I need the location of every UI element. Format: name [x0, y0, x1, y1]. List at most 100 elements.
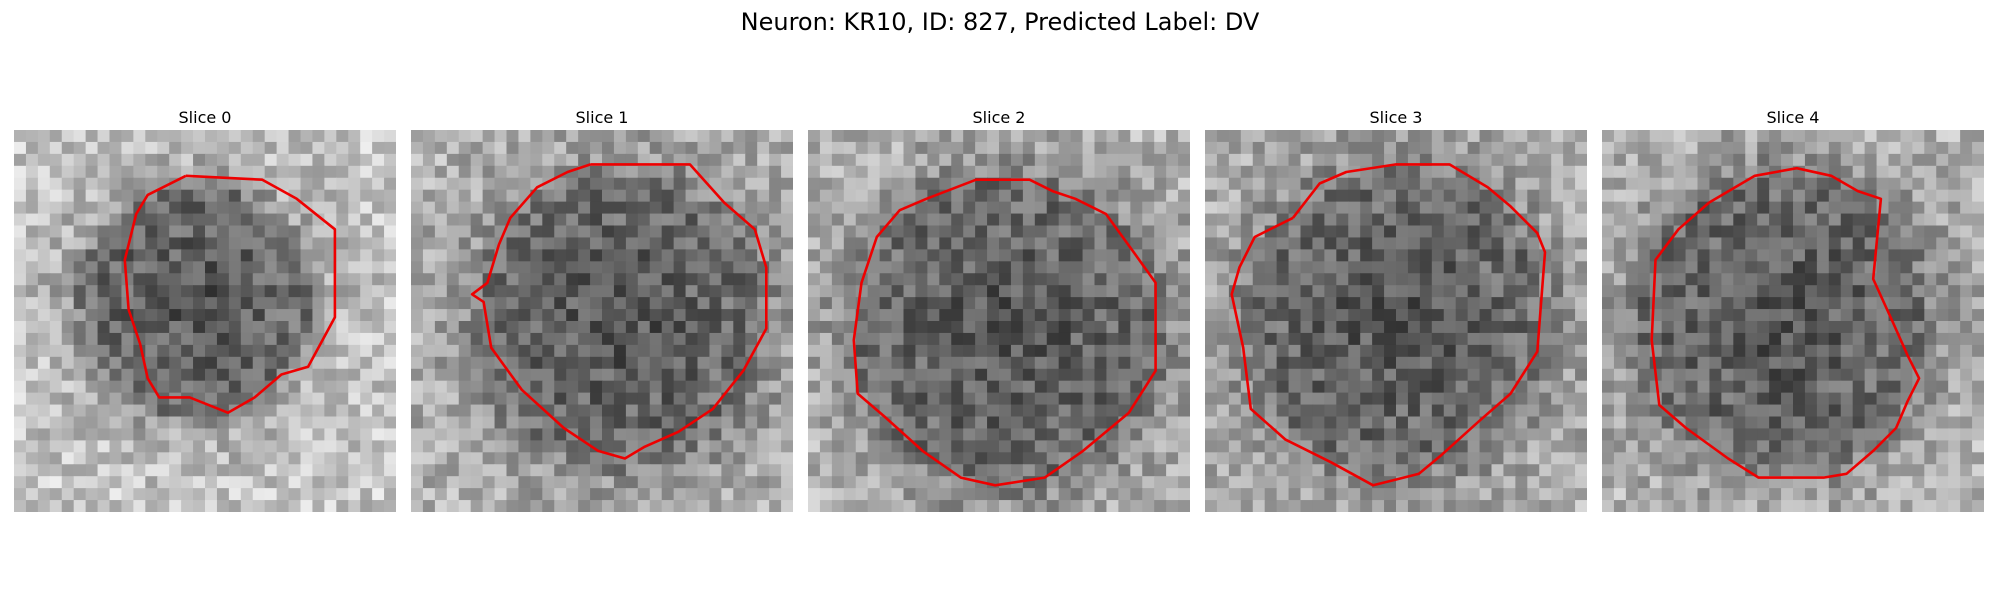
pixel: [951, 488, 964, 501]
pixel: [85, 165, 99, 179]
pixel: [963, 165, 976, 179]
pixel: [1166, 237, 1179, 250]
pixel: [1602, 297, 1615, 310]
pixel: [482, 404, 496, 418]
pixel: [73, 153, 87, 167]
pixel: [1960, 201, 1973, 215]
pixel: [1130, 177, 1143, 191]
pixel: [61, 130, 75, 143]
pixel: [384, 476, 396, 489]
pixel: [240, 416, 254, 430]
pixel: [831, 213, 845, 227]
pixel: [157, 428, 170, 441]
pixel: [1178, 297, 1190, 310]
pixel: [1178, 201, 1190, 215]
pixel: [939, 237, 952, 250]
pixel: [1396, 189, 1409, 203]
pixel: [808, 321, 821, 334]
pixel: [1467, 332, 1481, 346]
pixel: [1637, 309, 1651, 322]
pixel: [951, 189, 964, 203]
pixel: [1252, 488, 1266, 501]
pixel: [1960, 297, 1973, 310]
pixel: [109, 285, 123, 298]
pixel: [1649, 440, 1663, 453]
pixel: [542, 368, 555, 382]
pixel: [1781, 237, 1794, 250]
pixel: [1118, 380, 1131, 394]
pixel: [757, 225, 770, 239]
pixel: [1082, 130, 1096, 143]
pixel: [831, 488, 845, 501]
pixel: [422, 153, 436, 167]
pixel: [697, 464, 711, 477]
pixel: [1804, 297, 1818, 310]
pixel: [602, 356, 615, 370]
pixel: [891, 285, 905, 298]
pixel: [927, 464, 940, 477]
pixel: [1491, 261, 1505, 274]
pixel: [1936, 321, 1949, 334]
pixel: [1563, 285, 1576, 298]
pixel: [1685, 213, 1699, 227]
pixel: [1575, 464, 1587, 477]
pixel: [590, 488, 603, 501]
pixel: [1022, 153, 1036, 167]
pixel: [49, 368, 63, 382]
pixel: [1948, 380, 1961, 394]
pixel: [819, 452, 833, 465]
pixel: [1431, 201, 1445, 215]
pixel: [1924, 309, 1937, 322]
pixel: [1372, 177, 1385, 191]
pixel: [757, 189, 770, 203]
pixel: [1479, 130, 1493, 143]
pixel: [1154, 440, 1167, 453]
pixel: [1455, 213, 1469, 227]
pixel: [1467, 321, 1481, 334]
pixel: [1010, 368, 1024, 382]
pixel: [276, 428, 290, 441]
pixel: [625, 356, 639, 370]
pixel: [276, 285, 290, 298]
pixel: [1288, 380, 1302, 394]
pixel: [61, 440, 75, 453]
pixel: [613, 500, 627, 512]
pixel: [121, 440, 134, 453]
pixel: [1070, 464, 1084, 477]
pixel: [276, 344, 290, 358]
pixel: [1709, 261, 1722, 274]
pixel: [673, 273, 687, 286]
pixel: [1240, 488, 1254, 501]
slice-image: [1205, 130, 1587, 512]
pixel: [121, 464, 134, 477]
pixel: [757, 165, 770, 179]
pixel: [951, 344, 964, 358]
pixel: [193, 332, 206, 346]
pixel: [1733, 309, 1746, 322]
pixel: [554, 321, 567, 334]
pixel: [216, 380, 230, 394]
pixel: [637, 500, 651, 512]
pixel: [542, 201, 555, 215]
pixel: [602, 141, 615, 155]
pixel: [1563, 153, 1576, 167]
pixel: [434, 141, 448, 155]
pixel: [312, 440, 325, 453]
pixel: [903, 392, 917, 406]
pixel: [1312, 249, 1325, 262]
pixel: [324, 416, 337, 430]
pixel: [1154, 273, 1167, 286]
pixel: [649, 213, 663, 227]
pixel: [1467, 285, 1481, 298]
pixel: [915, 285, 928, 298]
pixel: [1276, 153, 1290, 167]
pixel: [85, 488, 99, 501]
pixel: [422, 440, 436, 453]
pixel: [1166, 464, 1179, 477]
pixel: [578, 141, 591, 155]
pixel: [145, 153, 158, 167]
pixel: [1407, 321, 1421, 334]
pixel: [482, 368, 496, 382]
pixel: [1082, 261, 1096, 274]
pixel: [1637, 189, 1651, 203]
